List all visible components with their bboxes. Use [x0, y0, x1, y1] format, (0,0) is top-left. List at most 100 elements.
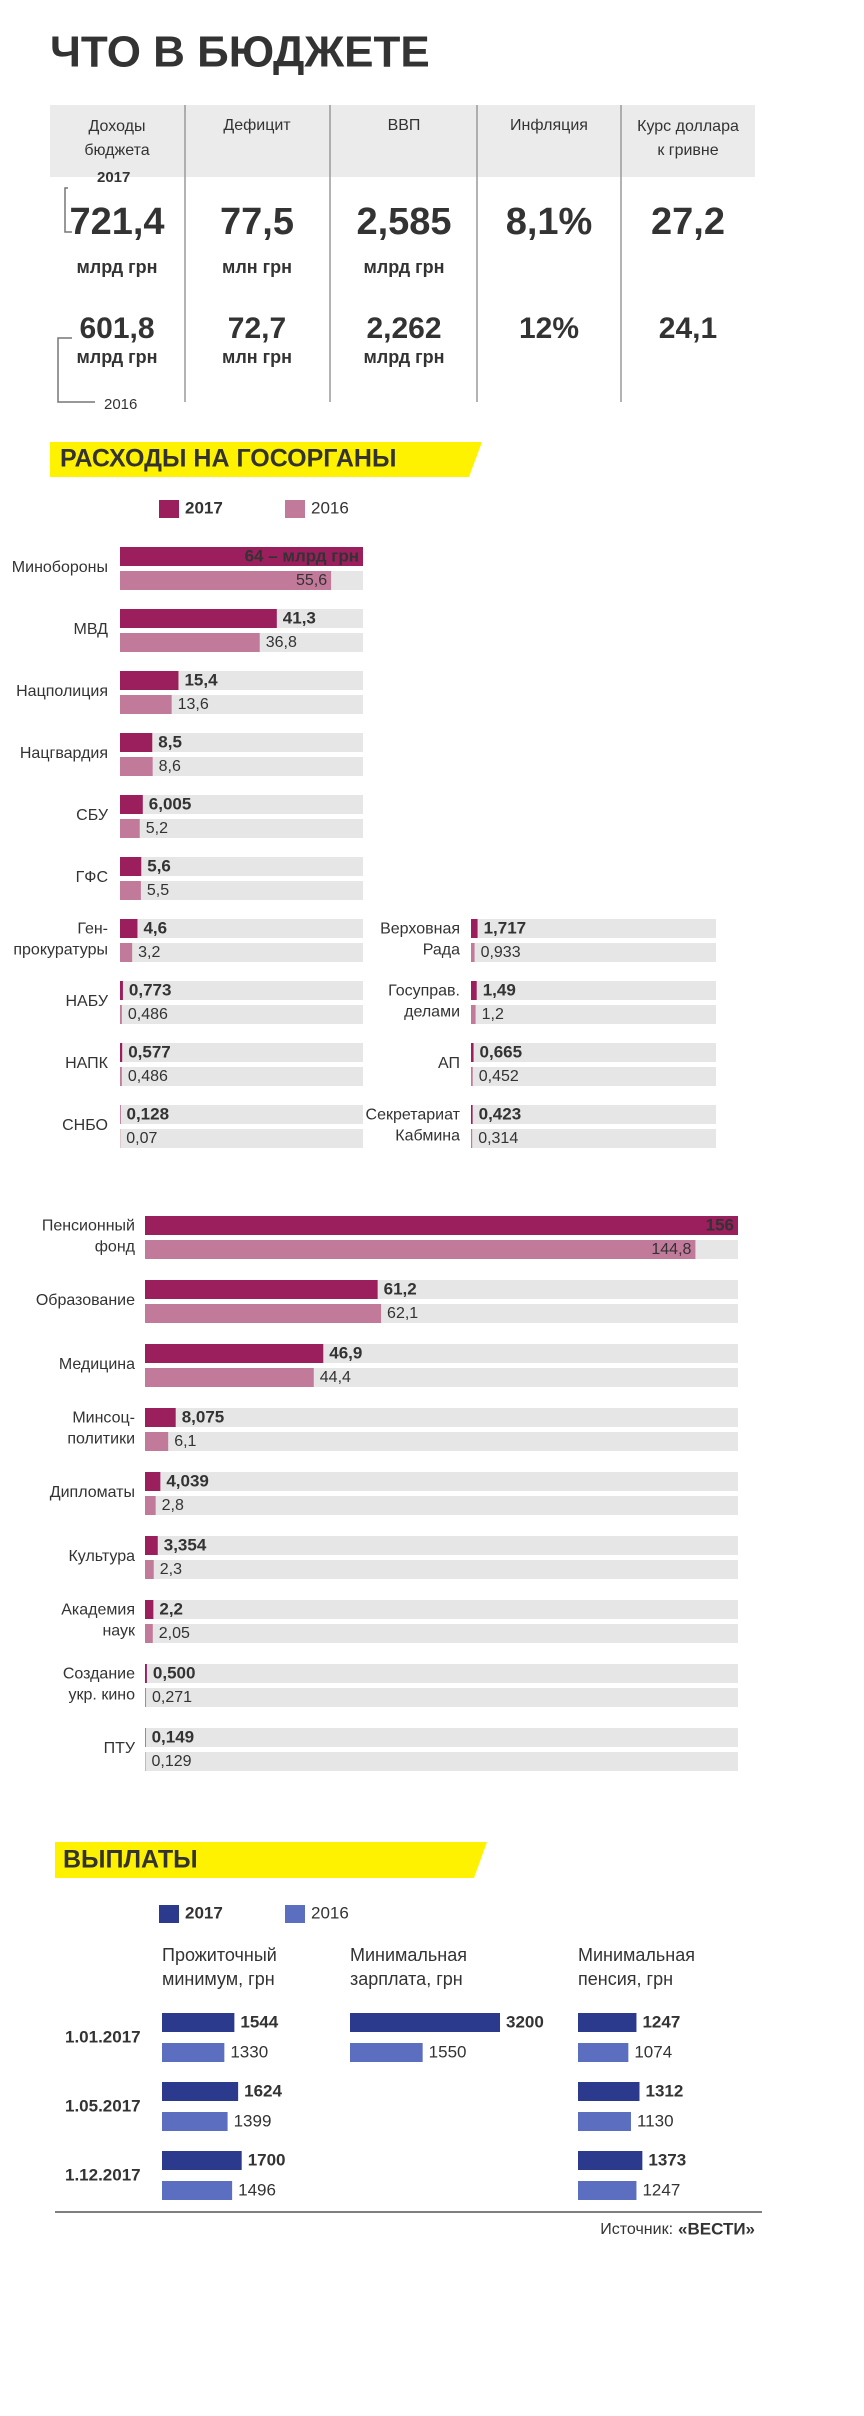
- value-label: 55,6: [296, 572, 327, 589]
- unit-2017: млн грн: [222, 257, 292, 277]
- value-label: 0,423: [479, 1104, 522, 1123]
- value-label: 2,8: [162, 1497, 184, 1514]
- legend-label: 2017: [185, 1903, 223, 1922]
- bar: [120, 547, 363, 566]
- bar-track: [145, 1688, 738, 1707]
- row-label: 1.12.2017: [65, 2165, 141, 2184]
- bar: [120, 1067, 122, 1086]
- row-label: Минсоц-: [72, 1410, 135, 1427]
- value-2016: 601,8: [79, 312, 154, 345]
- row-label: НАПК: [65, 1055, 109, 1072]
- bar-track: [145, 1496, 738, 1515]
- bar-track: [120, 1129, 363, 1148]
- column-header: Прожиточный: [162, 1945, 277, 1965]
- bar-track: [145, 1472, 738, 1491]
- value-label: 1550: [429, 2042, 467, 2061]
- value-label: 0,314: [478, 1130, 518, 1147]
- bar: [145, 1408, 176, 1427]
- value-label: 156: [706, 1215, 734, 1234]
- value-label: 0,486: [128, 1006, 168, 1023]
- unit-2016: млн грн: [222, 347, 292, 367]
- row-label: 1.01.2017: [65, 2027, 141, 2046]
- bar: [120, 981, 123, 1000]
- row-label: СБУ: [76, 807, 109, 824]
- bar: [162, 2043, 225, 2062]
- column-header: Доходы: [89, 118, 146, 135]
- bar: [578, 2181, 637, 2200]
- value-label: 8,6: [159, 758, 181, 775]
- row-label: Минобороны: [12, 559, 108, 576]
- bar-track: [145, 1432, 738, 1451]
- value-label: 5,6: [147, 856, 171, 875]
- bar: [145, 1280, 378, 1299]
- unit-2017: млрд грн: [76, 257, 157, 277]
- bar: [162, 2112, 228, 2131]
- value-label: 36,8: [266, 634, 297, 651]
- bar: [120, 795, 143, 814]
- bar: [578, 2082, 640, 2101]
- bar-track: [120, 1043, 363, 1062]
- value-label: 6,1: [174, 1433, 196, 1450]
- row-label: Кабмина: [395, 1128, 460, 1145]
- column-header: пенсия, грн: [578, 1969, 673, 1989]
- bar: [471, 919, 478, 938]
- bar: [145, 1600, 154, 1619]
- column-header: зарплата, грн: [350, 1969, 463, 1989]
- bar: [120, 1043, 123, 1062]
- value-2017: 77,5: [220, 201, 294, 243]
- value-label: 2,2: [159, 1599, 183, 1618]
- bar-track: [471, 1105, 716, 1124]
- row-label: МВД: [74, 621, 109, 638]
- value-label: 0,577: [128, 1042, 171, 1061]
- legend-swatch: [159, 500, 179, 518]
- bar-track: [471, 1005, 716, 1024]
- bar-track: [120, 881, 363, 900]
- source-name: «ВЕСТИ»: [678, 2219, 755, 2238]
- row-label: ПТУ: [104, 1740, 136, 1757]
- bar-track: [120, 1105, 363, 1124]
- value-label: 44,4: [320, 1369, 351, 1386]
- legend-swatch: [159, 1905, 179, 1923]
- page-title: ЧТО В БЮДЖЕТЕ: [50, 28, 430, 77]
- value-label: 3,354: [164, 1535, 207, 1554]
- row-label: Медицина: [59, 1356, 135, 1373]
- value-label: 1624: [244, 2081, 282, 2100]
- legend-swatch: [285, 500, 305, 518]
- value-label: 4,6: [143, 918, 167, 937]
- value-label: 0,773: [129, 980, 172, 999]
- row-label: Нацгвардия: [20, 745, 108, 762]
- bar: [578, 2112, 631, 2131]
- row-label: СНБО: [62, 1117, 108, 1134]
- value-label: 1247: [642, 2012, 680, 2031]
- value-2017: 8,1%: [506, 201, 593, 243]
- bar: [120, 695, 172, 714]
- value-label: 1,717: [484, 918, 527, 937]
- unit-2016: млрд грн: [363, 347, 444, 367]
- section-title: ВЫПЛАТЫ: [63, 1846, 198, 1874]
- bar: [145, 1304, 382, 1323]
- bar-track: [120, 795, 363, 814]
- value-2016: 12%: [519, 312, 579, 345]
- value-label: 1,49: [483, 980, 516, 999]
- year-label: 2016: [104, 396, 137, 413]
- bracket: [64, 187, 72, 233]
- value-2017: 721,4: [69, 201, 164, 243]
- value-label: 1496: [238, 2180, 276, 2199]
- value-2016: 72,7: [228, 312, 286, 345]
- bar: [120, 609, 277, 628]
- value-2016: 24,1: [659, 312, 717, 345]
- row-label: Госуправ.: [388, 983, 460, 1000]
- bar: [578, 2043, 629, 2062]
- value-label: 8,075: [182, 1407, 225, 1426]
- bar: [145, 1432, 169, 1451]
- value-label: 5,2: [146, 820, 168, 837]
- value-label: 0,500: [153, 1663, 196, 1682]
- column-header: ВВП: [388, 117, 421, 134]
- bar-track: [145, 1752, 738, 1771]
- bar: [145, 1688, 147, 1707]
- bar-track: [471, 981, 716, 1000]
- column-header: бюджета: [84, 142, 149, 159]
- legend-label: 2017: [185, 498, 223, 517]
- value-label: 3,2: [138, 944, 160, 961]
- bar-track: [120, 819, 363, 838]
